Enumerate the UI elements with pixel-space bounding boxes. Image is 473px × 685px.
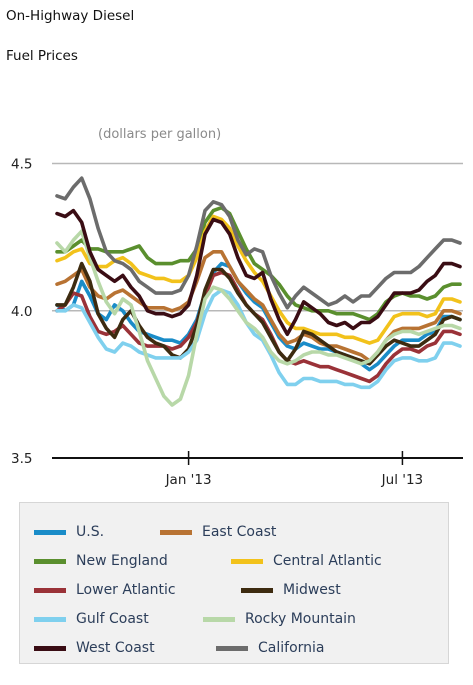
- legend-label: New England: [76, 553, 168, 569]
- legend-label: West Coast: [76, 640, 155, 656]
- legend: U.S. East Coast New England Central Atlanti…: [19, 502, 449, 664]
- legend-swatch: [241, 587, 273, 593]
- legend-label: Rocky Mountain: [245, 611, 356, 627]
- legend-label: East Coast: [202, 524, 277, 540]
- legend-label: California: [258, 640, 325, 656]
- legend-swatch: [34, 558, 66, 564]
- legend-swatch: [34, 587, 66, 593]
- legend-label: U.S.: [76, 524, 105, 540]
- legend-swatch: [231, 558, 263, 564]
- series-line-west-coast: [55, 208, 462, 337]
- legend-swatch: [34, 645, 66, 651]
- x-tick-label: Jul '13: [381, 472, 423, 488]
- legend-label: Midwest: [283, 582, 341, 598]
- legend-item: Gulf Coast: [34, 610, 149, 628]
- series-line-california: [55, 176, 462, 310]
- chart-subtitle: Fuel Prices: [6, 48, 78, 64]
- legend-swatch: [34, 529, 66, 535]
- legend-item: New England: [34, 552, 168, 570]
- y-tick-label: 4.5: [11, 157, 32, 173]
- y-tick-label: 3.5: [11, 451, 32, 467]
- legend-swatch: [34, 616, 66, 622]
- y-axis-label: (dollars per gallon): [98, 127, 221, 142]
- chart-title: On-Highway Diesel: [6, 8, 135, 24]
- legend-label: Gulf Coast: [76, 611, 149, 627]
- legend-label: Central Atlantic: [273, 553, 382, 569]
- legend-item: East Coast: [160, 523, 276, 541]
- legend-item: Lower Atlantic: [34, 581, 176, 599]
- legend-item: Rocky Mountain: [203, 610, 356, 628]
- legend-label: Lower Atlantic: [76, 582, 176, 598]
- y-tick-label: 4.0: [11, 304, 32, 320]
- x-tick-label: Jan '13: [165, 472, 212, 488]
- legend-item: West Coast: [34, 639, 155, 657]
- legend-swatch: [160, 529, 192, 535]
- series-line-east-coast: [55, 250, 462, 363]
- series-line-midwest: [55, 261, 462, 366]
- legend-item: U.S.: [34, 523, 104, 541]
- line-chart: (dollars per gallon) 3.5 4.0 4.5 Jan '13 Jul…: [11, 127, 463, 488]
- legend-item: Midwest: [241, 581, 341, 599]
- legend-item: Central Atlantic: [231, 552, 382, 570]
- legend-swatch: [203, 616, 235, 622]
- legend-swatch: [216, 645, 248, 651]
- series-line-gulf-coast: [55, 288, 462, 390]
- series-line-rocky-mountain: [55, 229, 462, 407]
- legend-item: California: [216, 639, 324, 657]
- series-line-u-s: [55, 261, 462, 372]
